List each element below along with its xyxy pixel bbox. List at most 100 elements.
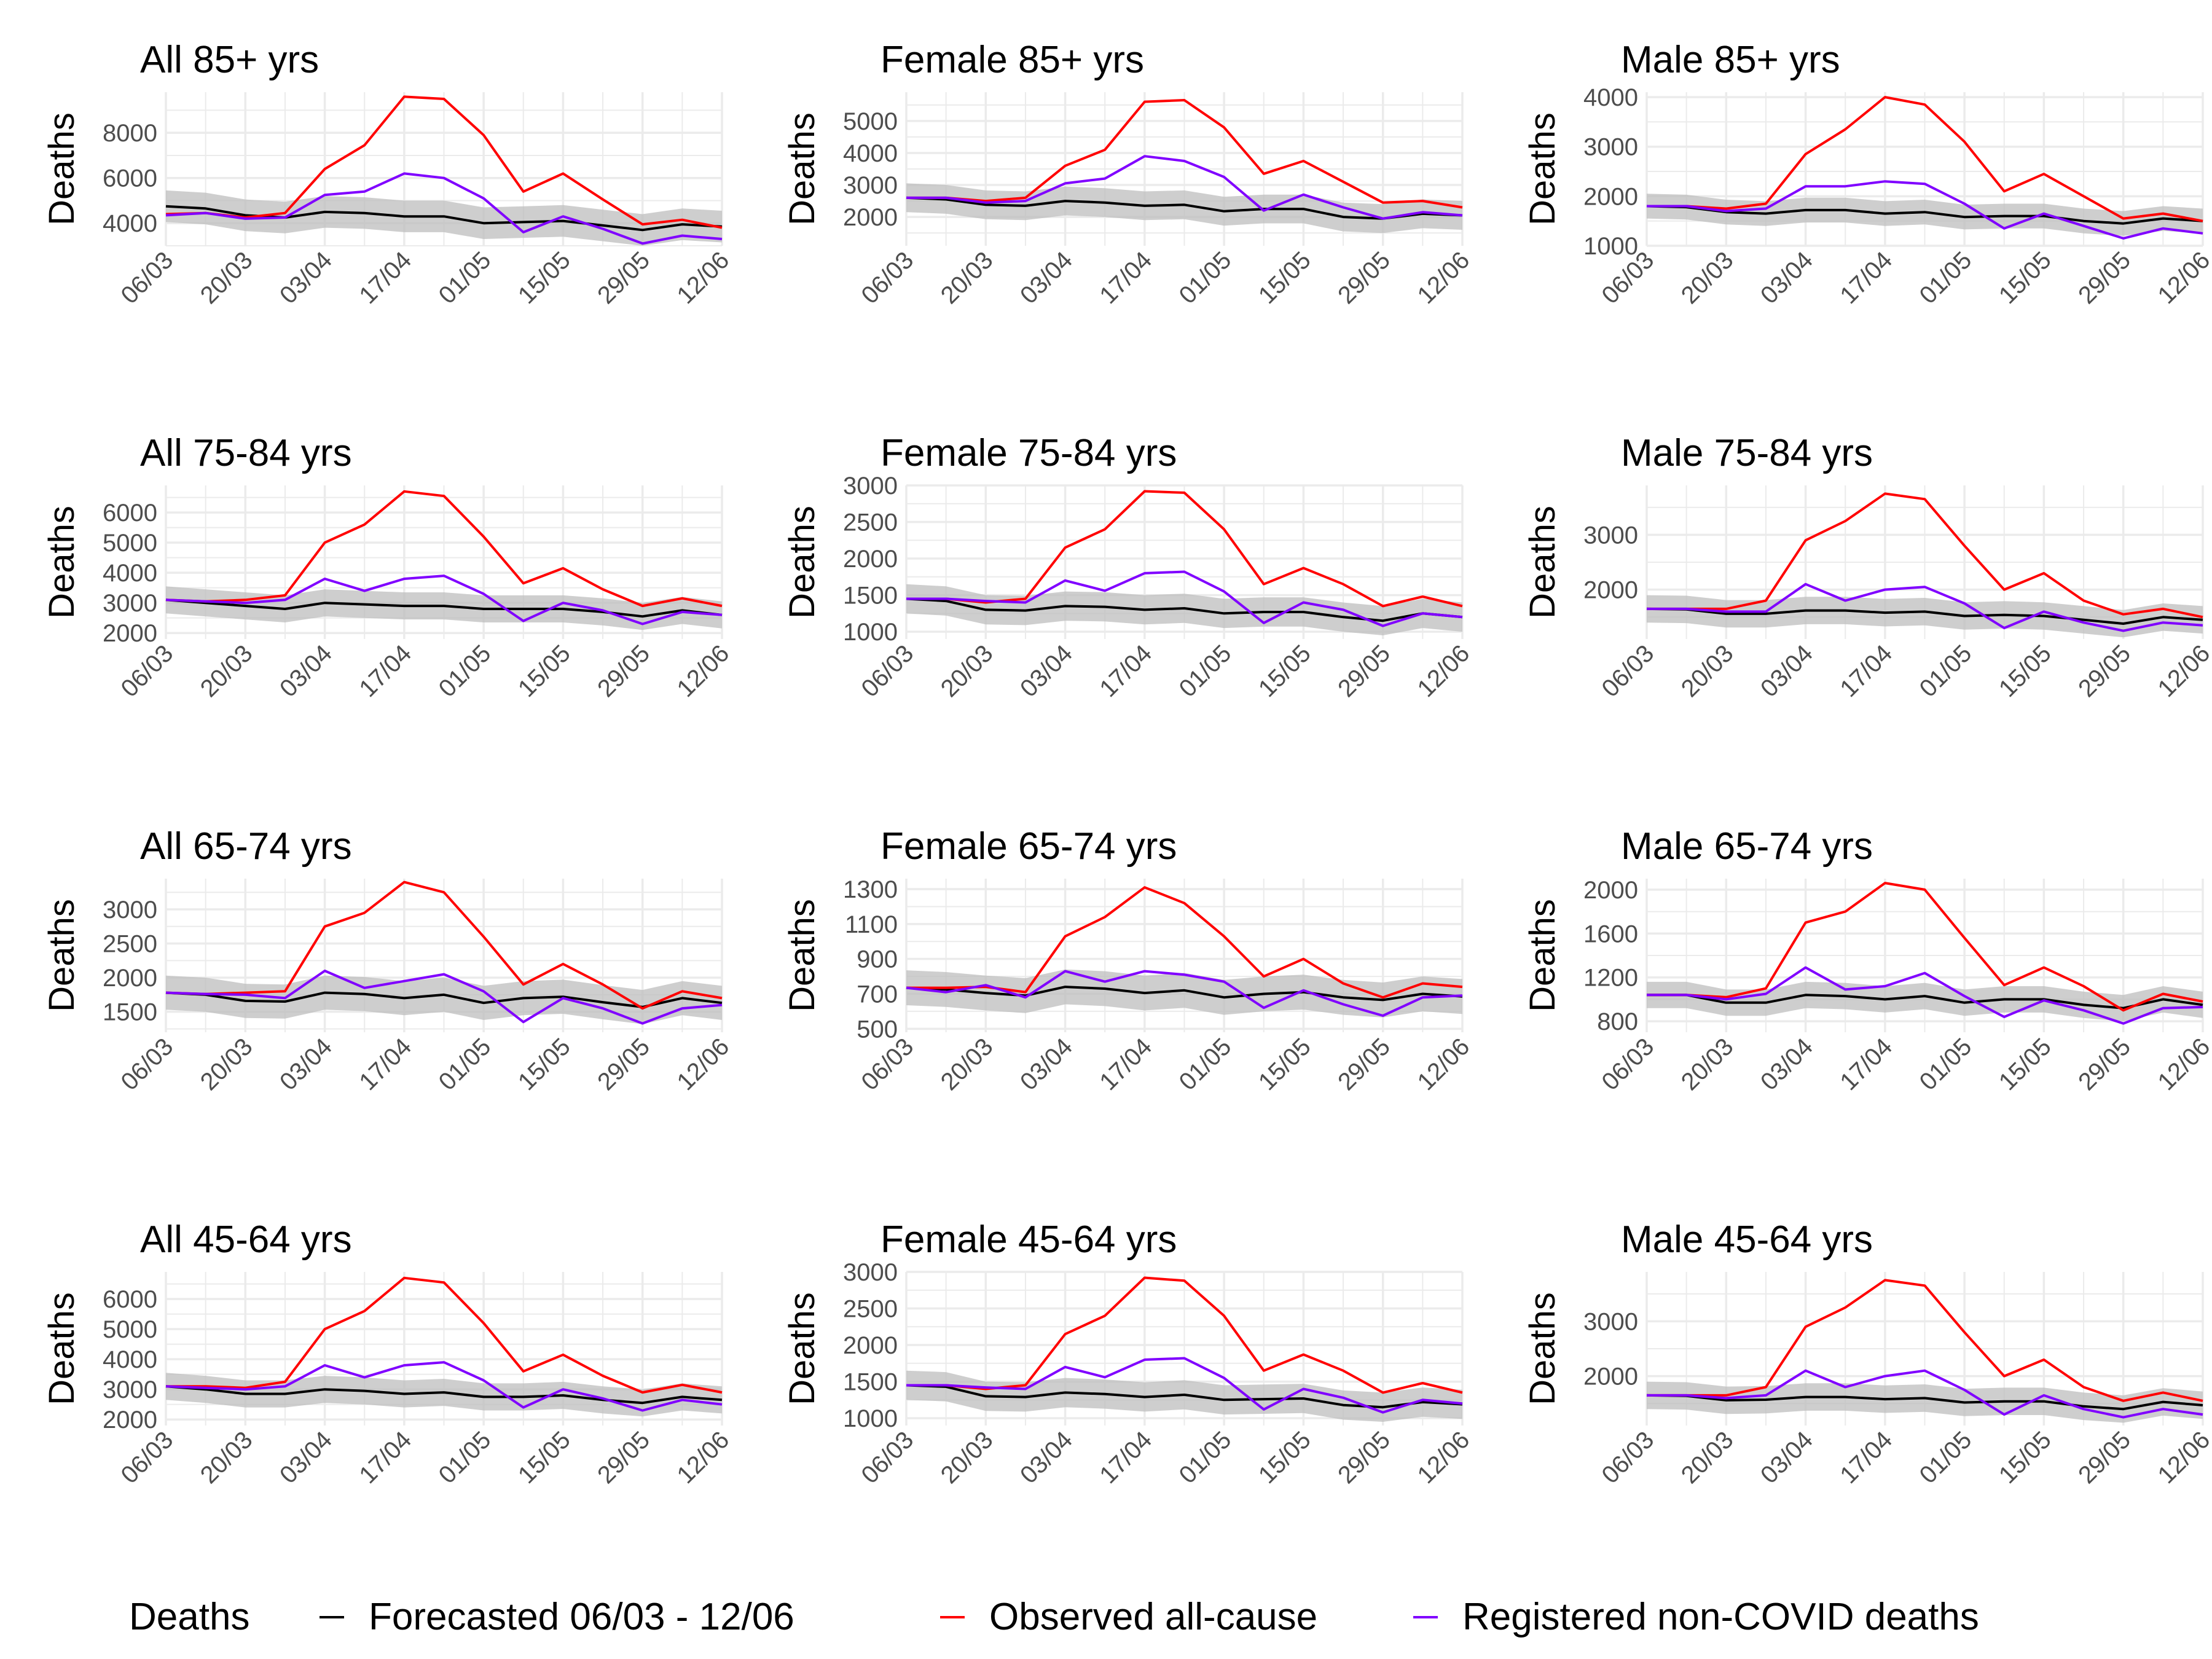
legend-label-forecast: Forecasted 06/03 - 12/06 [369,1596,794,1638]
x-tick-label: 12/06 [2152,640,2212,702]
y-tick-label: 2000 [1583,577,1638,604]
series-line-noncovid [1647,966,2203,1025]
series-line-noncovid [1647,582,2203,632]
x-tick-label: 15/05 [1253,1033,1316,1096]
y-tick-label: 3000 [843,172,898,199]
x-tick-label: 03/04 [1755,640,1818,702]
y-axis-title: Deaths [782,1292,822,1405]
series-line-forecast [165,598,723,618]
y-tick-label: 5000 [843,108,898,135]
x-tick-label: 15/05 [513,640,576,702]
y-tick-label: 1000 [843,1405,898,1432]
y-axis-title: Deaths [42,899,82,1012]
x-tick-label: 12/06 [672,1426,734,1489]
series-line-noncovid [906,970,1463,1017]
series-line-noncovid [165,172,723,245]
y-axis-title: Deaths [782,506,822,619]
x-tick-label: 20/03 [936,640,998,702]
y-tick-label: 1500 [843,582,898,610]
forecast-interval-band [906,183,1462,233]
y-tick-label: 6000 [103,165,157,192]
panel-6: All 65-74 yrs Deaths 1500 2000 2500 3000 06/03… [42,825,734,1096]
x-tick-label: 01/05 [1915,1426,1977,1489]
y-tick-label: 2000 [843,204,898,231]
y-tick-label: 3000 [843,473,898,500]
x-tick-label: 29/05 [1333,1033,1395,1096]
x-tick-label: 17/04 [1835,1033,1897,1096]
x-tick-label: 12/06 [1412,1426,1475,1489]
y-tick-label: 3000 [843,1259,898,1286]
x-tick-label: 20/03 [195,1426,258,1489]
x-tick-label: 20/03 [1676,1033,1739,1096]
panel-title: Female 85+ yrs [880,39,1144,81]
panel-11: Male 45-64 yrs Deaths 2000 3000 06/03 20/03 03… [1523,1218,2212,1489]
x-tick-label: 15/05 [1994,640,2057,702]
x-tick-label: 01/05 [434,640,496,702]
forecast-interval-band [1647,194,2203,236]
y-tick-label: 2000 [1583,1363,1638,1390]
forecast-interval-band [166,190,722,246]
x-tick-label: 20/03 [195,1033,258,1096]
x-tick-label: 12/06 [2152,1033,2212,1096]
panel-title: All 65-74 yrs [140,825,352,868]
series-line-forecast [1646,205,2203,225]
series-line-noncovid [165,575,723,626]
x-tick-label: 01/05 [434,1426,496,1489]
x-tick-label: 03/04 [1015,246,1078,309]
x-tick-label: 29/05 [2073,640,2136,702]
y-axis-title: Deaths [1523,899,1563,1012]
x-tick-label: 12/06 [672,246,734,309]
x-tick-label: 15/05 [1994,246,2057,309]
y-tick-label: 3000 [1583,134,1638,161]
y-tick-label: 1500 [103,999,157,1026]
x-tick-label: 06/03 [116,1426,178,1489]
x-tick-label: 17/04 [1094,1033,1157,1096]
y-tick-label: 3000 [103,590,157,617]
series-line-forecast [1646,1394,2203,1411]
series-line-observed [165,95,723,229]
y-tick-label: 3000 [103,896,157,924]
forecast-interval-band [166,1373,722,1417]
x-tick-label: 17/04 [354,640,417,702]
forecast-interval-band [166,586,722,630]
x-tick-label: 12/06 [2152,1426,2212,1489]
y-tick-label: 5000 [103,530,157,557]
panel-7: Female 65-74 yrs Deaths 500 700 900 1100 1300 0… [782,825,1475,1096]
x-tick-label: 29/05 [1333,1426,1395,1489]
y-tick-label: 1300 [843,876,898,903]
y-tick-label: 3000 [103,1376,157,1403]
panel-title: Male 65-74 yrs [1621,825,1873,868]
x-tick-label: 01/05 [1174,640,1237,702]
x-tick-label: 01/05 [434,1033,496,1096]
y-tick-label: 900 [857,946,898,973]
x-tick-label: 01/05 [1915,640,1977,702]
legend-label-noncovid: Registered non-COVID deaths [1462,1596,1979,1638]
x-tick-label: 03/04 [1015,640,1078,702]
panel-title: Female 65-74 yrs [880,825,1177,868]
x-tick-label: 12/06 [672,640,734,702]
y-tick-label: 8000 [103,120,157,147]
forecast-interval-band [906,584,1462,635]
y-tick-label: 1200 [1583,965,1638,992]
x-tick-label: 20/03 [1676,640,1739,702]
y-axis-title: Deaths [42,1292,82,1405]
series-line-observed [1647,96,2203,222]
y-tick-label: 800 [1597,1008,1638,1035]
series-line-noncovid [1647,1369,2203,1419]
panel-title: Male 45-64 yrs [1621,1218,1873,1261]
y-tick-label: 5000 [103,1316,157,1343]
y-axis-title: Deaths [1523,112,1563,226]
y-tick-label: 3000 [1583,1308,1638,1335]
panel-title: All 75-84 yrs [140,432,352,474]
series-line-noncovid [165,970,723,1025]
x-tick-label: 20/03 [936,246,998,309]
y-tick-label: 2500 [103,931,157,958]
y-tick-label: 3000 [1583,522,1638,549]
x-tick-label: 03/04 [1755,1033,1818,1096]
y-axis-title: Deaths [1523,506,1563,619]
y-tick-label: 1000 [1583,233,1638,260]
x-tick-label: 17/04 [1835,246,1897,309]
x-tick-label: 01/05 [1174,246,1237,309]
panel-0: All 85+ yrs Deaths 4000 6000 8000 06/03 20/03 0… [42,39,734,309]
x-tick-label: 03/04 [1755,1426,1818,1489]
